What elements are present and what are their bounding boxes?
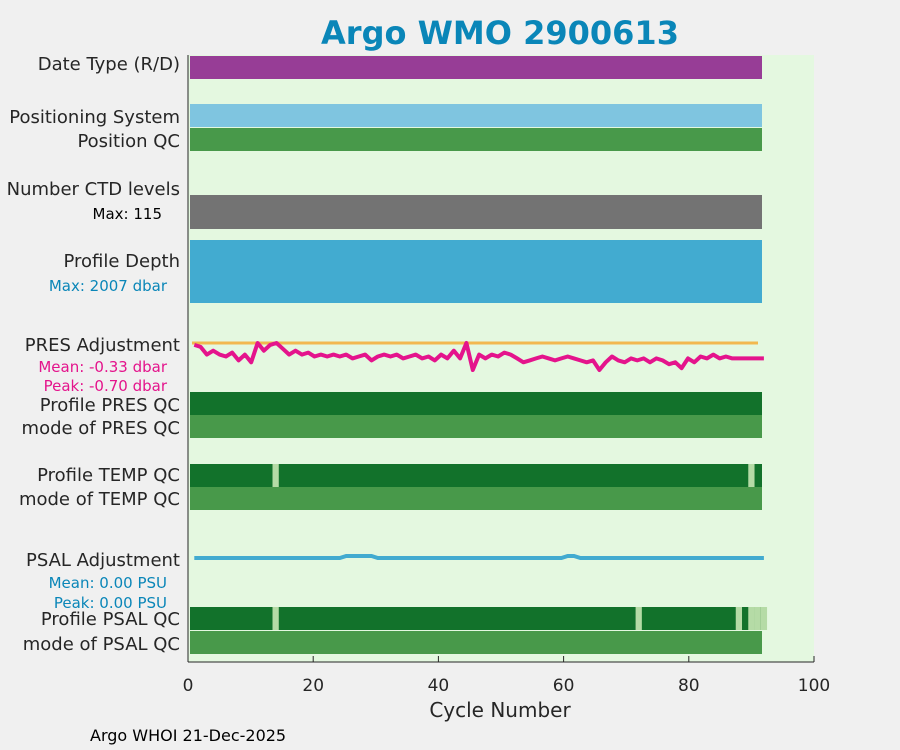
profile-psal-qc-light-segments <box>272 607 768 630</box>
pres-peak-label: Peak: -0.70 dbar <box>44 377 168 395</box>
x-tick-label: 60 <box>553 676 575 696</box>
x-tick-label: 40 <box>428 676 450 696</box>
label-date-type: Date Type (R/D) <box>38 54 180 75</box>
psal-qc-light-segment <box>754 607 761 630</box>
label-pres-adjustment: PRES Adjustment <box>25 335 180 356</box>
label-mode-psal-qc: mode of PSAL QC <box>23 634 180 655</box>
x-axis-label: Cycle Number <box>429 698 571 722</box>
profile-psal-qc-bar <box>190 607 762 630</box>
profile-depth-bar <box>190 240 762 303</box>
depth-max-label: Max: 2007 dbar <box>49 277 168 295</box>
psal-qc-light-segment <box>760 607 768 630</box>
psal-qc-light-segment <box>748 607 755 630</box>
label-mode-pres-qc: mode of PRES QC <box>22 418 180 439</box>
label-ctd-levels: Number CTD levels <box>7 179 180 200</box>
label-psal-adjustment: PSAL Adjustment <box>26 550 180 571</box>
mode-pres-qc-bar <box>190 415 762 438</box>
profile-temp-qc-bar <box>190 464 762 487</box>
positioning-system-bar <box>190 104 762 127</box>
chart-title: Argo WMO 2900613 <box>321 14 679 52</box>
mode-temp-qc-bar <box>190 487 762 510</box>
psal-qc-light-segment <box>272 607 279 630</box>
pres-mean-label: Mean: -0.33 dbar <box>38 358 168 376</box>
mode-psal-qc-bar <box>190 631 762 654</box>
label-positioning-system: Positioning System <box>9 107 180 128</box>
temp-qc-light-segment <box>748 464 755 487</box>
ctd-levels-bar <box>190 195 762 229</box>
ctd-max-label: Max: 115 <box>93 205 162 223</box>
pres-adjustment-line <box>193 341 764 372</box>
x-tick-label: 0 <box>183 676 194 696</box>
psal-qc-light-segment <box>635 607 642 630</box>
label-mode-temp-qc: mode of TEMP QC <box>19 489 180 510</box>
psal-qc-light-segment <box>735 607 743 630</box>
x-tick-label: 20 <box>302 676 324 696</box>
label-profile-temp-qc: Profile TEMP QC <box>37 465 180 486</box>
x-tick-label: 100 <box>798 676 830 696</box>
position-qc-bar <box>190 128 762 151</box>
profile-temp-qc-light-segments <box>272 464 755 487</box>
psal-adjustment-line <box>194 554 764 560</box>
date-type-bar <box>190 56 762 79</box>
x-axis-ticks: 0 20 40 60 80 100 <box>183 656 830 696</box>
label-profile-pres-qc: Profile PRES QC <box>40 395 180 416</box>
label-profile-depth: Profile Depth <box>63 251 180 272</box>
label-position-qc: Position QC <box>77 131 180 152</box>
label-profile-psal-qc: Profile PSAL QC <box>41 609 180 630</box>
profile-pres-qc-bar <box>190 392 762 415</box>
psal-mean-label: Mean: 0.00 PSU <box>49 574 167 592</box>
temp-qc-light-segment <box>272 464 279 487</box>
x-tick-label: 80 <box>678 676 700 696</box>
footer-credit: Argo WHOI 21-Dec-2025 <box>90 726 286 745</box>
psal-peak-label: Peak: 0.00 PSU <box>54 594 167 612</box>
